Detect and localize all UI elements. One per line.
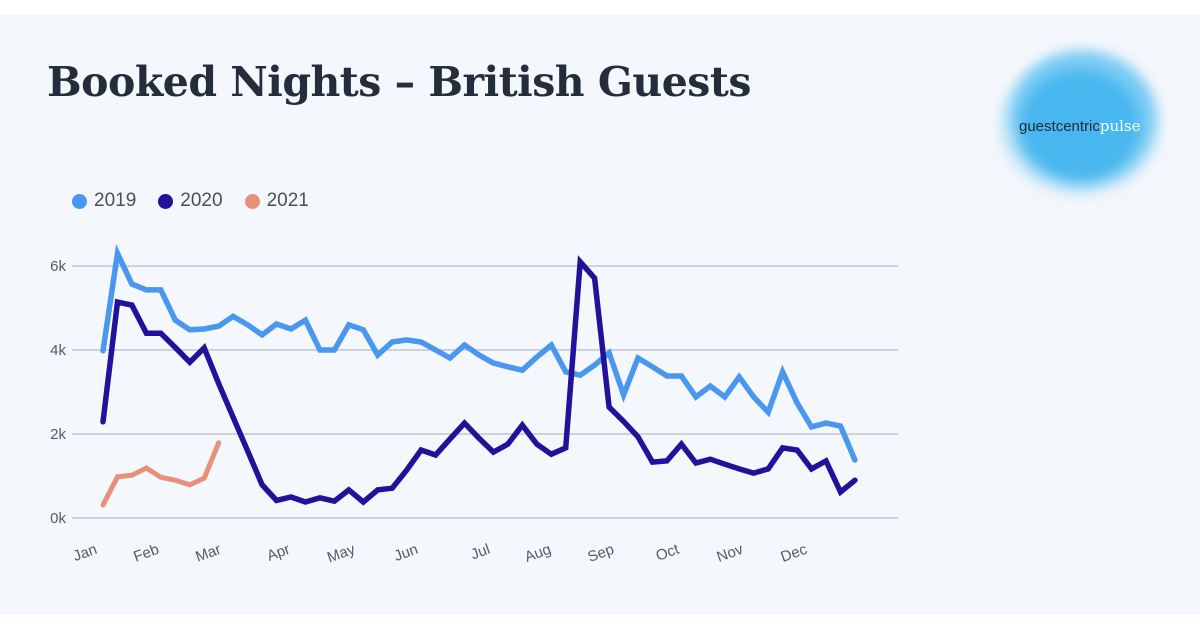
- y-tick-label: 4k: [50, 342, 66, 359]
- x-tick-label: Jan: [71, 541, 100, 565]
- series-line-2019: [100, 243, 858, 463]
- x-tick-label: Mar: [193, 541, 223, 566]
- x-tick-label: Sep: [585, 541, 616, 566]
- guestcentric-pulse-logo: guestcentricpulse: [995, 45, 1165, 195]
- x-tick-label: May: [325, 541, 358, 567]
- legend-label: 2021: [266, 190, 309, 211]
- y-tick-label: 0k: [50, 510, 66, 527]
- series-line-2020: [100, 255, 858, 506]
- legend-item-2020[interactable]: 2020: [158, 190, 223, 212]
- y-tick-label: 6k: [50, 258, 66, 275]
- x-tick-label: Jul: [469, 541, 493, 564]
- legend-dot-2020: [158, 193, 174, 209]
- x-tick-label: Nov: [714, 541, 745, 566]
- x-tick-label: Aug: [522, 541, 553, 566]
- legend-label: 2019: [94, 190, 137, 211]
- logo-text-guestcentric: guestcentric: [1019, 118, 1100, 135]
- y-tick-label: 2k: [50, 426, 66, 443]
- x-tick-label: Apr: [265, 541, 293, 565]
- x-tick-label: Jun: [392, 541, 421, 565]
- chart-legend: 2019 2020 2021: [72, 190, 309, 212]
- page-title: Booked Nights – British Guests: [47, 58, 751, 106]
- logo-text-pulse: pulse: [1099, 117, 1141, 135]
- legend-dot-2019: [72, 193, 87, 209]
- legend-item-2019[interactable]: 2019: [72, 190, 136, 212]
- legend-dot-2021: [244, 193, 260, 209]
- x-tick-label: Oct: [654, 541, 683, 565]
- legend-item-2021[interactable]: 2021: [244, 190, 309, 212]
- series-line-2021: [100, 440, 222, 508]
- legend-label: 2020: [180, 190, 223, 211]
- x-tick-label: Feb: [131, 541, 161, 566]
- x-tick-label: Dec: [778, 541, 809, 566]
